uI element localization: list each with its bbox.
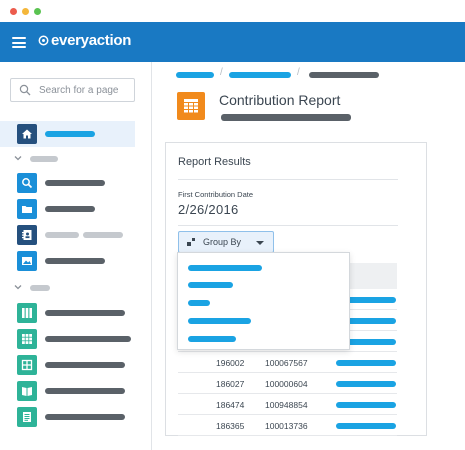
dropdown-option[interactable] (188, 336, 236, 342)
spreadsheet-icon (177, 92, 205, 120)
home-icon (17, 124, 37, 144)
sidebar-section-toggle[interactable] (14, 282, 74, 294)
row-id: 186365 (216, 421, 245, 431)
sidebar-item-grid[interactable] (0, 326, 135, 352)
sidebar-item-contacts[interactable] (0, 222, 135, 248)
dropdown-option[interactable] (188, 318, 251, 324)
book-icon (17, 381, 37, 401)
grid-icon (17, 329, 37, 349)
table-row[interactable]: 186474 100948854 (178, 394, 397, 415)
sidebar-item-columns[interactable] (0, 300, 135, 326)
sidebar-item-list[interactable] (0, 404, 135, 430)
chevron-down-icon (14, 285, 22, 290)
row-link-placeholder[interactable] (336, 318, 396, 324)
minimize-window-button[interactable] (22, 8, 29, 15)
maximize-window-button[interactable] (34, 8, 41, 15)
field-value: 2/26/2016 (178, 202, 239, 217)
group-by-label: Group By (203, 237, 242, 247)
group-by-button[interactable]: Group By (178, 231, 274, 253)
group-icon (187, 237, 195, 246)
page-title: Contribution Report (219, 92, 341, 108)
app-header: everyaction (0, 22, 465, 62)
sidebar-item-images[interactable] (0, 248, 135, 274)
breadcrumb-link[interactable] (176, 72, 214, 78)
dropdown-option[interactable] (188, 282, 233, 288)
sidebar-item-dashboard[interactable] (0, 352, 135, 378)
row-number: 100948854 (265, 400, 308, 410)
menu-icon[interactable] (12, 37, 26, 48)
folder-icon (17, 199, 37, 219)
sidebar (0, 62, 152, 450)
field-label: First Contribution Date (178, 190, 254, 199)
logo-text: everyaction (51, 32, 132, 49)
app-logo[interactable]: everyaction (38, 32, 131, 49)
card-title: Report Results (178, 156, 251, 168)
row-link-placeholder[interactable] (336, 402, 396, 408)
caret-down-icon (256, 241, 264, 245)
logo-mark-icon (38, 35, 49, 46)
row-number: 100013736 (265, 421, 308, 431)
contact-card-icon (17, 225, 37, 245)
row-link-placeholder[interactable] (336, 381, 396, 387)
row-link-placeholder[interactable] (336, 339, 396, 345)
row-id: 196002 (216, 358, 245, 368)
row-id: 186474 (216, 400, 245, 410)
row-link-placeholder[interactable] (336, 297, 396, 303)
list-icon (17, 407, 37, 427)
table-row[interactable]: 186027 100000604 (178, 373, 397, 394)
search-input[interactable] (39, 84, 129, 96)
page-search[interactable] (10, 78, 135, 102)
image-icon (17, 251, 37, 271)
sidebar-item-search[interactable] (0, 170, 135, 196)
row-number: 100000604 (265, 379, 308, 389)
breadcrumb-current (309, 72, 379, 78)
dropdown-option[interactable] (188, 265, 262, 271)
magnifier-icon (17, 173, 37, 193)
chevron-down-icon (14, 156, 22, 161)
dropdown-option[interactable] (188, 300, 210, 306)
table-row[interactable]: 186365 100013736 (178, 415, 397, 436)
search-icon (19, 84, 31, 96)
row-id: 186027 (216, 379, 245, 389)
row-link-placeholder[interactable] (336, 423, 396, 429)
group-by-dropdown (177, 252, 350, 350)
breadcrumb-link[interactable] (229, 72, 291, 78)
sidebar-section-toggle[interactable] (14, 153, 74, 165)
sidebar-item-home[interactable] (0, 121, 135, 147)
table-row[interactable]: 196002 100067567 (178, 352, 397, 373)
sidebar-item-book[interactable] (0, 378, 135, 404)
row-link-placeholder[interactable] (336, 360, 396, 366)
columns-icon (17, 303, 37, 323)
row-number: 100067567 (265, 358, 308, 368)
sidebar-item-folder[interactable] (0, 196, 135, 222)
page-subtitle-placeholder (221, 114, 351, 121)
table-row[interactable] (178, 331, 397, 352)
dashboard-icon (17, 355, 37, 375)
window-titlebar (0, 0, 465, 22)
close-window-button[interactable] (10, 8, 17, 15)
